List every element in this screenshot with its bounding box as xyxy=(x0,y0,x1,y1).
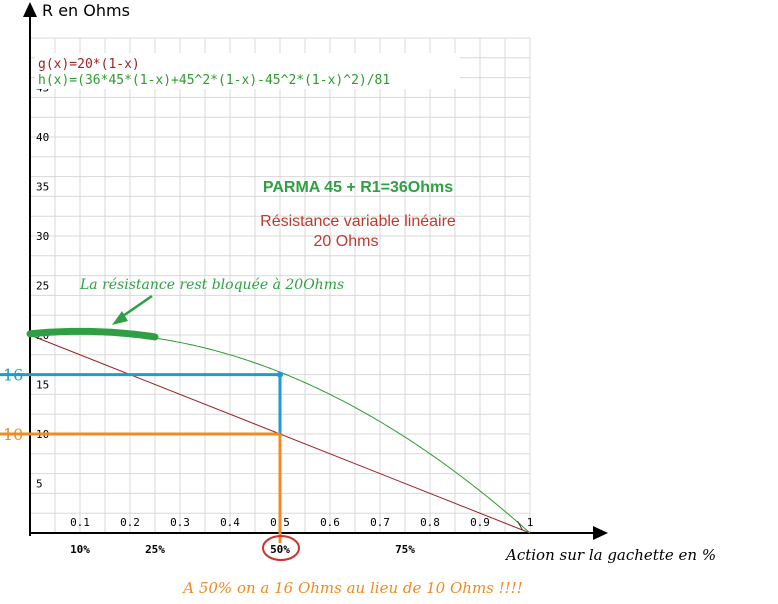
y-axis-arrow xyxy=(23,2,37,17)
y-tick-label: 40 xyxy=(36,131,49,144)
chart-title: PARMA 45 + R1=36Ohms xyxy=(263,179,453,196)
x-tick-label: 0.1 xyxy=(70,516,90,529)
blocked-segment xyxy=(26,327,159,341)
x-tick-label: 0.6 xyxy=(320,516,340,529)
marker-dot xyxy=(277,371,283,378)
x-tick-label: 0.4 xyxy=(220,516,240,529)
blocked-note-arrow xyxy=(119,294,153,320)
y-tick-label: 5 xyxy=(36,478,43,491)
legend-h: h(x)=(36*45*(1-x)+45^2*(1-x)-45^2*(1-x)^… xyxy=(38,73,390,88)
legend-g: g(x)=20*(1-x) xyxy=(38,57,140,72)
percent-label: 10% xyxy=(70,543,90,556)
percent-label: 50% xyxy=(270,543,290,556)
y-tick-label: 35 xyxy=(36,181,49,194)
x-tick-label: 0.9 xyxy=(470,516,490,529)
percent-label: 75% xyxy=(395,543,415,556)
x-tick-label: 0.2 xyxy=(120,516,140,529)
x-tick-label: 0.7 xyxy=(370,516,390,529)
x-axis-label: Action sur la gachette en % xyxy=(504,546,716,564)
end-mark xyxy=(517,520,523,531)
conclusion-note: A 50% on a 16 Ohms au lieu de 10 Ohms !!… xyxy=(181,579,523,597)
legend-background xyxy=(35,53,460,89)
x-axis-arrow xyxy=(593,526,608,540)
marker-y-label: 16 xyxy=(3,366,23,385)
y-tick-label: 15 xyxy=(36,379,49,392)
blocked-note-arrowhead xyxy=(112,311,128,325)
x-tick-label: 1 xyxy=(527,516,534,529)
x-tick-label: 0.3 xyxy=(170,516,190,529)
fifty-percent-circle xyxy=(262,535,300,561)
y-tick-label: 25 xyxy=(36,280,49,293)
chart-subtitle-1: Résistance variable linéaire xyxy=(260,213,456,230)
percent-label: 25% xyxy=(145,543,165,556)
x-tick-label: 0.8 xyxy=(420,516,440,529)
y-tick-label: 30 xyxy=(36,230,49,243)
marker-y-label: 10 xyxy=(3,425,23,444)
chart-subtitle-2: 20 Ohms xyxy=(314,233,379,250)
y-axis-label: R en Ohms xyxy=(42,1,130,20)
blocked-note: La résistance rest bloquée à 20Ohms xyxy=(79,277,344,293)
